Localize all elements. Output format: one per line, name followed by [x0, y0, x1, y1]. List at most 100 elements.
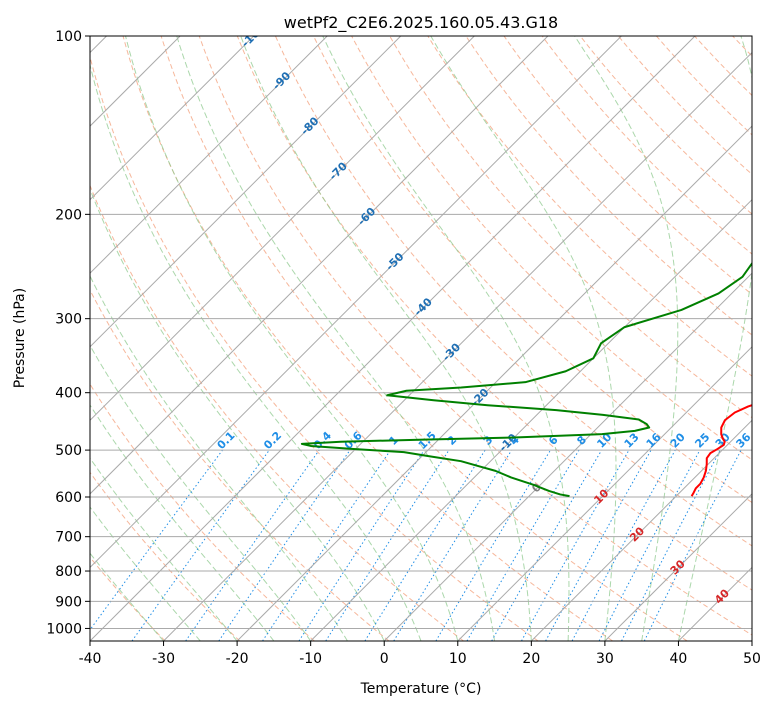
mixing-ratio-line: [571, 449, 676, 641]
x-tick-label: -20: [226, 651, 249, 667]
isotherm-label: -70: [327, 159, 350, 182]
mixing-ratio-line: [325, 449, 450, 641]
dry-adiabat: [465, 36, 752, 336]
mixing-ratio-line: [621, 449, 721, 641]
isotherm-line: [604, 493, 752, 641]
isotherm-line: [530, 419, 752, 641]
temperature-profile-line: [690, 404, 752, 497]
x-tick-label: 30: [596, 651, 614, 667]
isotherm-line: [90, 36, 696, 641]
dry-adiabat: [427, 36, 752, 377]
dry-adiabat: [90, 471, 241, 641]
plot-frame: [89, 35, 753, 642]
moist-adiabat: [322, 36, 570, 641]
background-lines: [90, 36, 775, 641]
moist-adiabat: [90, 506, 201, 641]
y-axis-label: Pressure (hPa): [12, 288, 28, 388]
moist-adiabat: [125, 36, 459, 641]
mixing-ratio-label: 0.4: [311, 429, 334, 452]
dry-adiabat: [694, 36, 752, 97]
dry-adiabat: [656, 36, 752, 136]
isotherm-line: [236, 125, 752, 641]
data-series: [300, 261, 752, 498]
isotherm-line: [163, 51, 752, 641]
moist-adiabat: [677, 36, 752, 641]
dry-adiabat: [160, 36, 688, 641]
dry-adiabat: [90, 184, 464, 641]
y-tick-label: 700: [55, 530, 82, 546]
moist-adiabat: [90, 552, 164, 641]
x-tick-label: -10: [299, 651, 322, 667]
isotherm-label: -40: [412, 295, 435, 318]
isotherm-line: [90, 36, 255, 201]
isotherm-line: [310, 198, 752, 641]
mixing-ratio-label: 2: [445, 433, 460, 448]
dry-adiabat: [198, 36, 752, 636]
isotherm-line: [678, 566, 752, 641]
dry-adiabat: [351, 36, 752, 461]
mixing-ratio-line: [131, 449, 270, 641]
dry-adiabat: [389, 36, 752, 419]
mixing-ratio-label: 20: [668, 430, 688, 450]
moist-adiabat: [176, 36, 496, 641]
x-tick-label: 10: [449, 651, 467, 667]
dry-adiabat-label: 40: [712, 586, 732, 606]
mixing-ratio-line: [185, 449, 320, 641]
dry-adiabat: [236, 36, 752, 591]
dry-adiabat: [274, 36, 752, 547]
mixing-ratio-line: [90, 449, 223, 631]
y-tick-label: 800: [55, 564, 82, 580]
moist-adiabat: [90, 187, 385, 641]
y-tick-label: 600: [55, 490, 82, 506]
x-axis-label: Temperature (°C): [360, 681, 482, 697]
mixing-ratio-label: 3: [481, 433, 496, 448]
dry-adiabat: [122, 36, 613, 641]
dry-adiabat: [313, 36, 752, 504]
mixing-ratio-line: [364, 449, 486, 641]
mixing-ratio-line: [393, 449, 513, 641]
mixing-ratio-line: [435, 449, 551, 641]
mixing-ratio-line: [262, 449, 391, 641]
mixing-ratio-line: [218, 449, 351, 641]
dry-adiabat: [541, 36, 752, 255]
y-tick-label: 200: [55, 207, 82, 223]
moist-adiabat: [90, 404, 275, 641]
dewpoint-profile-line: [300, 261, 752, 498]
dry-adiabat: [732, 36, 752, 57]
moist-adiabat: [90, 274, 348, 641]
x-tick-label: 50: [743, 651, 761, 667]
mixing-ratio-label: 0.2: [261, 429, 284, 452]
isotherm-line: [751, 640, 752, 641]
isotherm-line: [90, 36, 622, 569]
y-tick-label: 100: [55, 29, 82, 45]
isotherm-line: [383, 272, 752, 641]
isotherm-line: [90, 36, 328, 274]
mixing-ratio-label: 25: [692, 431, 712, 451]
y-axis-ticks: 100 200 300 400 500 600 700 800 900 1000: [46, 29, 90, 637]
isotherm-label: -80: [298, 114, 321, 137]
dry-adiabat: [90, 289, 390, 641]
chart-title: wetPf2_C2E6.2025.160.05.43.G18: [284, 13, 558, 33]
mixing-ratio-label: 16: [644, 430, 664, 450]
x-tick-label: 0: [380, 651, 389, 667]
x-axis-ticks: -40 -30 -20 -10 0 10 20 30 40 50: [79, 641, 761, 667]
x-tick-label: -40: [79, 651, 102, 667]
moist-adiabat: [574, 36, 679, 641]
isotherm-line: [90, 36, 475, 422]
dry-adiabat: [90, 54, 539, 641]
dry-adiabat: [503, 36, 752, 295]
isotherm-line: [90, 36, 402, 348]
x-tick-label: 40: [670, 651, 688, 667]
dry-adiabat: [90, 383, 315, 641]
y-tick-label: 300: [55, 312, 82, 328]
mixing-ratio-line: [298, 449, 425, 641]
dry-adiabat: [771, 36, 775, 641]
y-tick-label: 900: [55, 594, 82, 610]
y-tick-label: 1000: [46, 621, 82, 637]
mixing-ratio-label: 36: [734, 430, 754, 450]
mixing-ratio-line: [545, 449, 652, 641]
x-tick-label: -30: [152, 651, 175, 667]
isotherm-line: [90, 36, 549, 495]
moist-adiabat: [240, 36, 532, 641]
